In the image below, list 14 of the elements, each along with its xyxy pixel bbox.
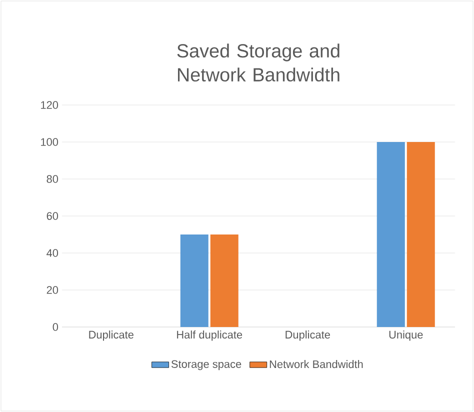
y-tick-label: 20 — [46, 286, 58, 294]
chart-title: Saved Storage and Network Bandwidth — [177, 44, 340, 82]
y-tick-label: 120 — [41, 101, 58, 109]
x-tick-label: Duplicate — [286, 330, 330, 341]
x-tick-label: Duplicate — [89, 330, 134, 341]
legend-label: Storage space — [171, 360, 242, 370]
y-tick-label: 60 — [46, 212, 58, 220]
x-tick-label: Half duplicate — [177, 330, 242, 341]
y-tick-label: 80 — [46, 175, 58, 183]
y-tick-label: 40 — [46, 249, 58, 257]
x-tick-label: Unique — [389, 330, 423, 341]
y-tick-label: 100 — [41, 138, 58, 146]
legend-label: Network Bandwidth — [270, 360, 363, 368]
y-tick-label: 0 — [52, 323, 58, 331]
